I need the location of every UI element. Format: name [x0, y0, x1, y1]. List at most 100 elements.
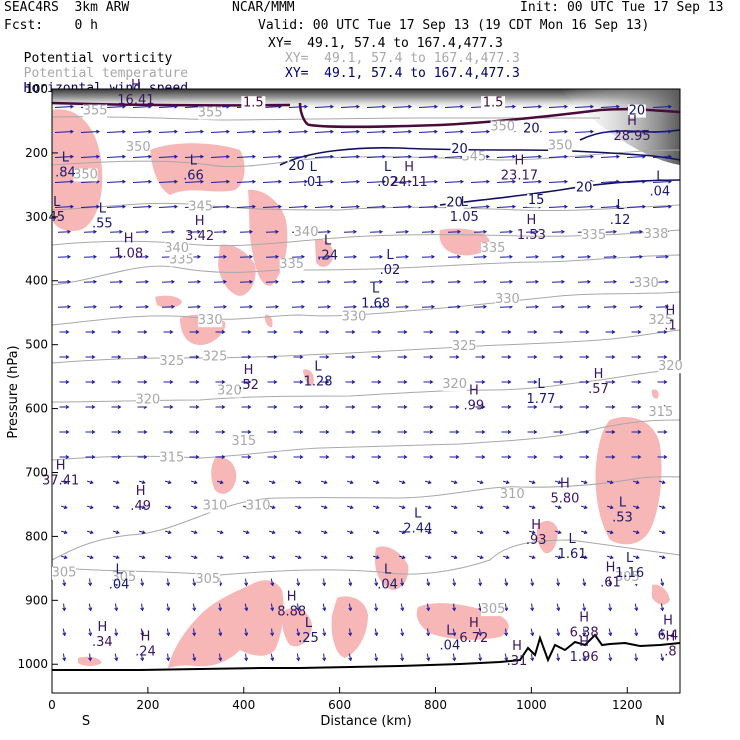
wind-arrow-head: [65, 355, 70, 359]
wind-arrow-head: [296, 632, 301, 637]
wind-arrow-head: [590, 129, 594, 134]
extremum-value: 37.41: [42, 473, 79, 488]
wind-arrow: [369, 231, 383, 233]
wind-arrow: [374, 578, 378, 586]
wind-arrow: [603, 231, 617, 233]
wind-arrow-head: [62, 632, 67, 637]
wind-arrow-head: [353, 254, 357, 259]
extremum-value: 8.88: [277, 604, 306, 619]
wind-arrow: [421, 231, 435, 233]
wind-arrow: [236, 131, 256, 133]
wind-arrow: [525, 231, 539, 233]
wind-arrow-head: [481, 405, 486, 409]
y-tick-label: 100: [25, 82, 48, 96]
extremum-value: 1.61: [558, 547, 587, 562]
wind-arrow-head: [559, 355, 564, 359]
wind-arrow: [470, 206, 490, 208]
theta-label: 335: [169, 252, 194, 267]
y-tick-label: 200: [25, 146, 48, 160]
wind-arrow-head: [93, 229, 97, 234]
wind-arrow: [343, 306, 357, 308]
wind-arrow-head: [273, 405, 278, 409]
field-legend-theta: Potential temperature: [8, 51, 188, 81]
wind-arrow: [193, 628, 195, 636]
wind-arrow-head: [531, 555, 536, 560]
wind-arrow: [418, 181, 438, 183]
wind-label: 20: [446, 196, 463, 211]
wind-arrow-head: [403, 330, 408, 334]
wind-arrow: [427, 628, 429, 636]
wind-arrow-head: [88, 632, 93, 637]
wind-arrow: [470, 131, 490, 133]
wind-label-bg: [627, 104, 646, 118]
theta-label-bg: [495, 293, 520, 307]
wind-arrow: [239, 256, 253, 258]
wind-arrow: [213, 231, 227, 233]
wind-arrow-head: [660, 607, 665, 612]
theta-label-bg: [51, 566, 76, 580]
wind-arrow-head: [91, 355, 96, 359]
wind-arrow-head: [582, 607, 587, 612]
wind-arrow-head: [141, 505, 146, 510]
wind-arrow: [418, 206, 438, 208]
wind-arrow-head: [351, 430, 356, 434]
wind-arrow-head: [89, 555, 94, 560]
wind-arrow-head: [611, 380, 616, 384]
wind-arrow: [366, 131, 386, 133]
wind-arrow-head: [91, 430, 96, 434]
wind-arrow-head: [505, 530, 510, 535]
wind-arrow-head: [148, 104, 152, 109]
wind-arrow-head: [431, 304, 435, 309]
wind-arrow: [218, 628, 222, 636]
theta-label-bg: [231, 435, 256, 449]
wind-arrow: [167, 653, 169, 661]
wind-arrow-head: [88, 607, 93, 612]
wind-arrow-head: [374, 632, 379, 637]
pv-patch: [168, 580, 284, 668]
wind-arrow-head: [429, 405, 434, 409]
theta-label: 320: [658, 359, 683, 374]
pv-patch: [595, 417, 662, 545]
wind-arrow: [548, 206, 568, 208]
wind-arrow: [346, 505, 354, 509]
wind-arrow-head: [616, 179, 620, 184]
wind-arrow-head: [533, 430, 538, 434]
wind-label-bg: [527, 194, 546, 208]
wind-arrow: [158, 206, 178, 208]
wind-arrow: [582, 653, 586, 661]
wind-arrow-head: [559, 330, 564, 334]
theta-label-bg: [548, 139, 573, 153]
wind-arrow-head: [639, 304, 643, 309]
y-tick-label: 900: [25, 593, 48, 607]
wind-arrow-head: [143, 330, 148, 334]
wind-arrow-head: [455, 355, 460, 359]
theta-label: 340: [294, 225, 319, 240]
theta-label-bg: [111, 571, 136, 585]
wind-arrow-head: [221, 330, 226, 334]
wind-arrow: [320, 505, 328, 509]
wind-arrow-head: [245, 555, 250, 560]
wind-arrow-head: [507, 405, 512, 409]
wind-arrow-head: [169, 380, 174, 384]
wind-arrow: [288, 106, 308, 108]
extremum-low-marker: L: [656, 169, 664, 184]
wind-arrow-head: [613, 254, 617, 259]
extremum-value: .99: [464, 399, 485, 414]
wind-arrow-head: [244, 657, 249, 662]
wind-arrow: [348, 603, 352, 611]
wind-arrow: [265, 281, 279, 283]
pv-patch: [536, 520, 558, 554]
theta-label: 325: [159, 354, 184, 369]
theta-label-bg: [202, 350, 227, 364]
wind-arrow: [421, 306, 435, 308]
extremum-value: .93: [526, 533, 547, 548]
wind-arrow: [444, 156, 464, 158]
wind-arrow-head: [70, 104, 74, 109]
extremum-value: 1.16: [615, 566, 644, 581]
wind-arrow: [635, 653, 637, 661]
theta-label-bg: [481, 603, 506, 617]
wind-arrow-head: [140, 607, 145, 612]
wind-arrow-head: [507, 355, 512, 359]
wind-arrow: [288, 206, 308, 208]
wind-arrow: [608, 628, 612, 636]
